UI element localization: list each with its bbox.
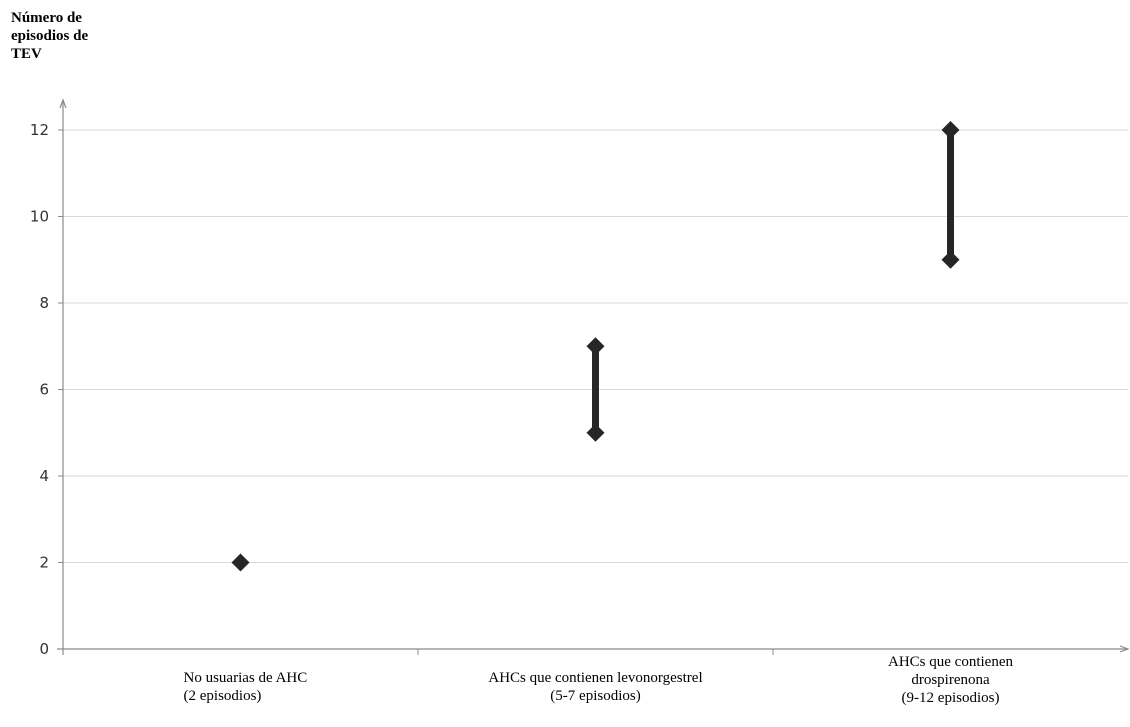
y-tick-label: 12 [30, 121, 49, 139]
y-tick-label: 4 [39, 467, 49, 485]
range-low-marker [586, 423, 605, 442]
x-category-label: AHCs que contienen levonorgestrel (5-7 ep… [488, 670, 702, 704]
range-high-marker [586, 337, 605, 356]
y-tick-label: 2 [39, 554, 49, 572]
range-low-marker [941, 250, 960, 269]
x-category-label-line: drospirenona [911, 672, 990, 688]
x-category-label-line: AHCs que contienen [888, 654, 1013, 670]
y-tick-labels: 0 2 4 6 8 10 12 [30, 121, 49, 658]
x-category-label: No usuarias de AHC (2 episodios) [184, 670, 308, 704]
y-tick-label: 8 [39, 294, 49, 312]
x-axis-arrow [1119, 645, 1130, 653]
range-marks [231, 121, 960, 572]
y-tick-label: 10 [30, 208, 49, 226]
x-category-label-line: (9-12 episodios) [902, 690, 1000, 706]
y-axis-arrow [59, 98, 67, 109]
axes [57, 98, 1130, 655]
x-category-label-line: (5-7 episodios) [550, 688, 640, 704]
y-axis-title-line: episodios de [11, 28, 88, 44]
y-axis-title-line: Número de [11, 10, 82, 26]
y-tick-label: 6 [39, 381, 49, 399]
x-category-label: AHCs que contienen drospirenona (9-12 epis… [888, 654, 1013, 706]
x-category-label-line: (2 episodios) [184, 688, 262, 704]
x-category-label-line: AHCs que contienen levonorgestrel [488, 670, 702, 686]
y-axis-title-line: TEV [11, 46, 42, 62]
x-category-label-line: No usuarias de AHC [184, 670, 308, 686]
range-low-marker [231, 553, 250, 572]
y-axis-title: Número de episodios de TEV [11, 10, 88, 62]
x-category-labels: No usuarias de AHC (2 episodios) AHCs que … [184, 654, 1014, 706]
range-high-marker [941, 121, 960, 139]
y-tick-label: 0 [39, 640, 49, 658]
